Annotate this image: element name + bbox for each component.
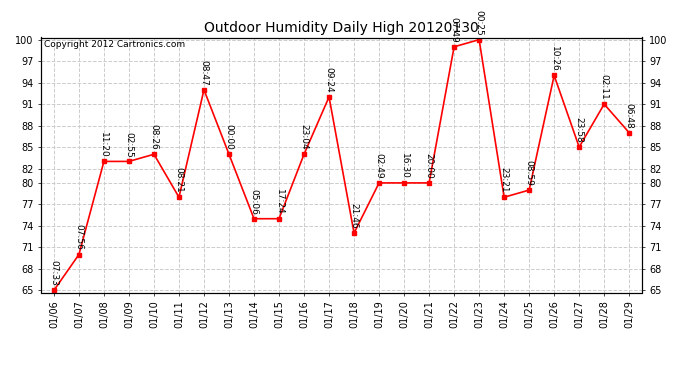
Text: 09:24: 09:24 (324, 67, 333, 93)
Text: 23:58: 23:58 (575, 117, 584, 143)
Text: 10:26: 10:26 (550, 45, 559, 71)
Text: 16:30: 16:30 (400, 153, 408, 179)
Text: 07:49: 07:49 (450, 17, 459, 43)
Text: 23:04: 23:04 (299, 124, 308, 150)
Title: Outdoor Humidity Daily High 20120130: Outdoor Humidity Daily High 20120130 (204, 21, 479, 35)
Text: 21:46: 21:46 (350, 203, 359, 229)
Text: 20:00: 20:00 (424, 153, 433, 179)
Text: 17:24: 17:24 (275, 189, 284, 214)
Text: 08:59: 08:59 (524, 160, 533, 186)
Text: 00:00: 00:00 (224, 124, 233, 150)
Text: 23:21: 23:21 (500, 168, 509, 193)
Text: 08:26: 08:26 (150, 124, 159, 150)
Text: 06:48: 06:48 (624, 103, 633, 129)
Text: 08:47: 08:47 (199, 60, 208, 86)
Text: 02:49: 02:49 (375, 153, 384, 179)
Text: 11:20: 11:20 (99, 132, 108, 157)
Text: 05:06: 05:06 (250, 189, 259, 214)
Text: 02:55: 02:55 (124, 132, 133, 157)
Text: Copyright 2012 Cartronics.com: Copyright 2012 Cartronics.com (44, 40, 186, 49)
Text: 07:56: 07:56 (75, 225, 83, 251)
Text: 08:21: 08:21 (175, 167, 184, 193)
Text: 07:33: 07:33 (50, 260, 59, 286)
Text: 00:25: 00:25 (475, 10, 484, 36)
Text: 02:11: 02:11 (600, 74, 609, 100)
